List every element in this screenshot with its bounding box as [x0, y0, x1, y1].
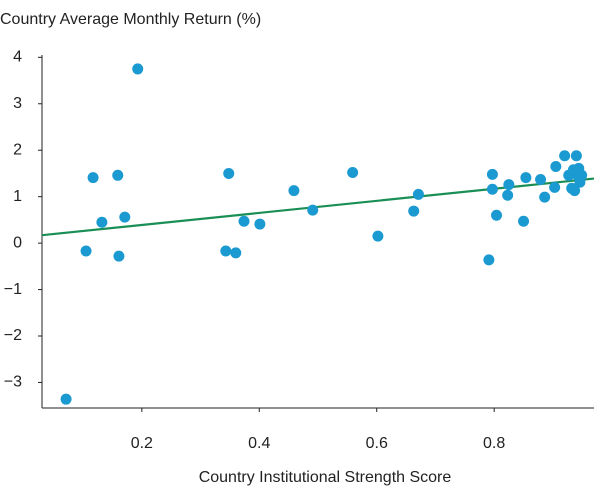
- data-point: [230, 247, 242, 259]
- data-point: [520, 172, 532, 184]
- data-point: [307, 204, 319, 216]
- data-point: [119, 211, 131, 223]
- x-axis-label: Country Institutional Strength Score: [199, 469, 452, 486]
- data-point: [569, 185, 581, 197]
- data-point: [559, 150, 571, 162]
- trend-line: [41, 177, 594, 237]
- data-point: [112, 169, 124, 181]
- y-tick-label: 0: [13, 234, 22, 251]
- data-point: [372, 230, 384, 242]
- data-point: [486, 168, 498, 180]
- data-point: [570, 150, 582, 162]
- y-tick-label: 4: [13, 49, 22, 66]
- data-point: [491, 209, 503, 221]
- data-point: [503, 179, 515, 191]
- x-tick-label: 0.4: [248, 435, 270, 452]
- data-point: [550, 160, 562, 172]
- y-tick-label: 2: [13, 141, 22, 158]
- data-point: [80, 245, 92, 257]
- x-tick-label: 0.2: [131, 435, 153, 452]
- y-tick-label: 1: [13, 188, 22, 205]
- data-point: [288, 185, 300, 197]
- data-point: [573, 162, 585, 174]
- data-point: [347, 167, 359, 179]
- data-point: [132, 63, 144, 75]
- chart-title: Country Average Monthly Return (%): [0, 11, 261, 28]
- data-point: [412, 188, 424, 200]
- y-tick-label: −2: [4, 327, 22, 344]
- x-tick-label: 0.8: [483, 435, 505, 452]
- data-point: [535, 173, 547, 185]
- data-point: [502, 189, 514, 201]
- data-point: [60, 393, 72, 405]
- data-point: [486, 183, 498, 195]
- data-point: [96, 216, 108, 228]
- y-tick-label: −1: [4, 281, 22, 298]
- y-tick-label: −3: [4, 374, 22, 391]
- data-point: [539, 191, 551, 203]
- y-tick-label: 3: [13, 95, 22, 112]
- data-point: [483, 254, 495, 266]
- data-point: [113, 250, 125, 262]
- data-point: [518, 215, 530, 227]
- data-point: [238, 215, 250, 227]
- data-point: [220, 245, 232, 257]
- data-point: [549, 181, 561, 193]
- data-point: [408, 205, 420, 217]
- data-point: [223, 167, 235, 179]
- data-point: [254, 218, 266, 230]
- data-point: [87, 172, 99, 184]
- x-tick-label: 0.6: [366, 435, 388, 452]
